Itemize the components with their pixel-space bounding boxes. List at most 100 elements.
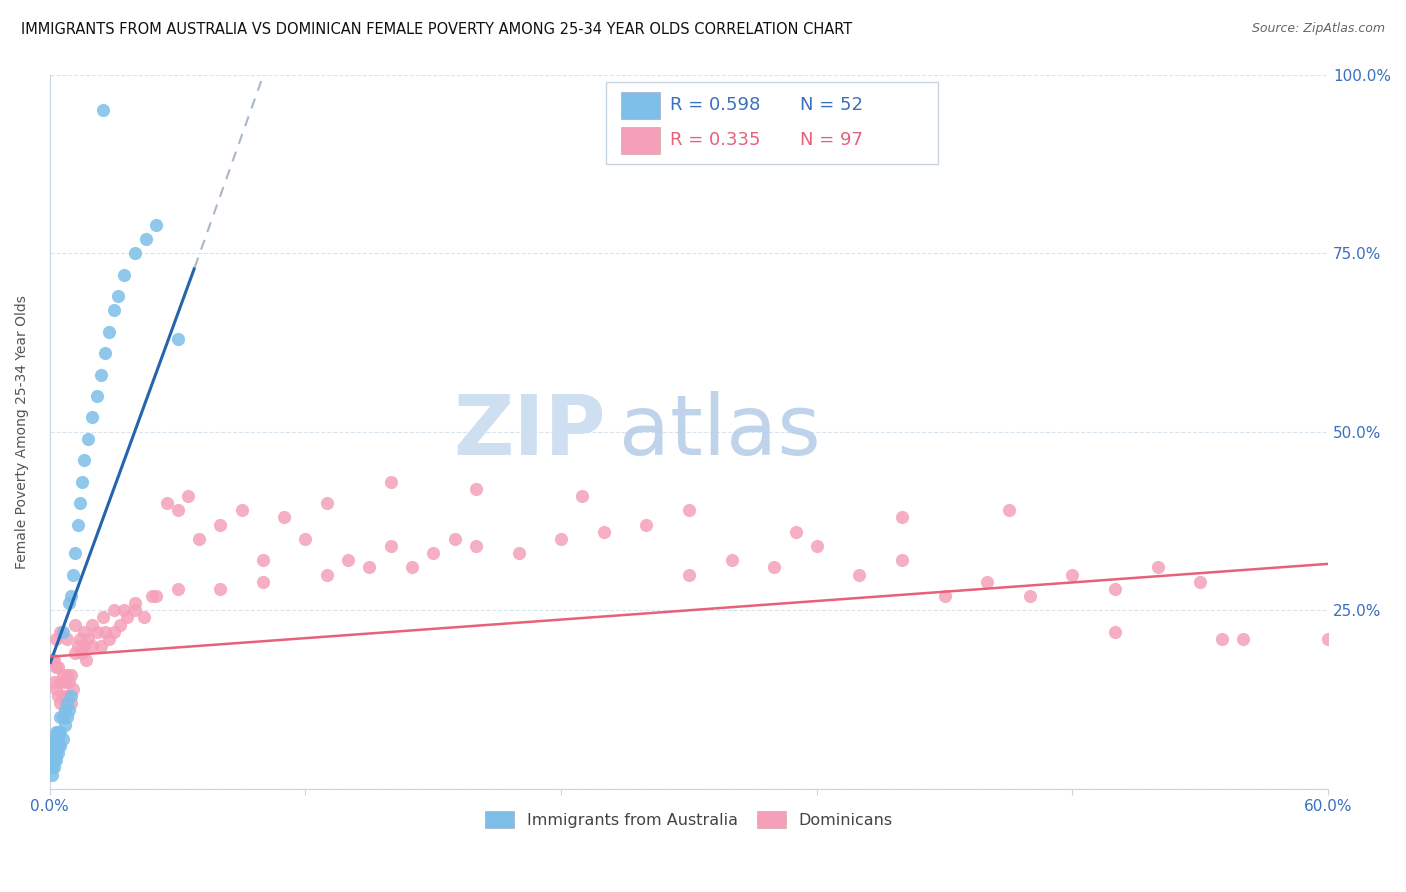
Point xyxy=(550,532,572,546)
Point xyxy=(90,639,112,653)
Point xyxy=(145,218,167,232)
Point xyxy=(42,731,65,746)
Point xyxy=(65,617,87,632)
Point xyxy=(56,710,79,724)
Point xyxy=(82,639,104,653)
FancyBboxPatch shape xyxy=(621,127,659,153)
Point xyxy=(62,681,84,696)
Point xyxy=(73,624,96,639)
Text: atlas: atlas xyxy=(619,392,821,472)
Point xyxy=(166,582,188,596)
Point xyxy=(465,482,488,496)
Point xyxy=(48,731,70,746)
Point xyxy=(359,560,381,574)
Point xyxy=(315,496,337,510)
Point xyxy=(73,639,96,653)
Point xyxy=(49,710,72,724)
Point xyxy=(141,589,163,603)
Point xyxy=(785,524,807,539)
Point xyxy=(112,603,135,617)
Point xyxy=(56,667,79,681)
Point xyxy=(678,567,700,582)
Point xyxy=(103,624,125,639)
Point xyxy=(124,603,146,617)
Point xyxy=(82,410,104,425)
Point xyxy=(252,553,274,567)
Legend: Immigrants from Australia, Dominicans: Immigrants from Australia, Dominicans xyxy=(479,805,898,834)
Point xyxy=(188,532,211,546)
Point xyxy=(42,674,65,689)
Point xyxy=(422,546,444,560)
Point xyxy=(48,660,70,674)
Text: R = 0.598: R = 0.598 xyxy=(669,96,761,114)
Point xyxy=(56,696,79,710)
Point xyxy=(53,696,76,710)
Point xyxy=(98,632,121,646)
Point xyxy=(52,667,75,681)
Text: ZIP: ZIP xyxy=(453,392,606,472)
Point xyxy=(56,689,79,703)
Point xyxy=(997,503,1019,517)
Point xyxy=(73,453,96,467)
Point xyxy=(508,546,530,560)
Point xyxy=(115,610,138,624)
Point xyxy=(1211,632,1233,646)
Point xyxy=(42,746,65,760)
Point xyxy=(1317,632,1340,646)
Point xyxy=(49,724,72,739)
Point xyxy=(58,674,80,689)
Point xyxy=(166,503,188,517)
Point xyxy=(70,646,93,660)
Point xyxy=(91,103,114,118)
Point xyxy=(94,624,117,639)
Point xyxy=(60,589,83,603)
Point xyxy=(294,532,316,546)
Point xyxy=(465,539,488,553)
Point xyxy=(69,632,91,646)
Point xyxy=(42,739,65,753)
Point xyxy=(41,767,63,781)
Point xyxy=(94,346,117,360)
Point xyxy=(720,553,742,567)
Text: N = 52: N = 52 xyxy=(800,96,863,114)
Point xyxy=(69,496,91,510)
Y-axis label: Female Poverty Among 25-34 Year Olds: Female Poverty Among 25-34 Year Olds xyxy=(15,294,30,568)
Point xyxy=(156,496,179,510)
Point xyxy=(52,731,75,746)
Point xyxy=(45,660,67,674)
Point xyxy=(45,753,67,767)
Point xyxy=(91,610,114,624)
Point xyxy=(49,624,72,639)
Point xyxy=(443,532,465,546)
Point xyxy=(48,689,70,703)
Point xyxy=(42,653,65,667)
Point xyxy=(1104,624,1126,639)
Point xyxy=(108,617,131,632)
Point xyxy=(571,489,593,503)
Point xyxy=(124,596,146,610)
Point xyxy=(1232,632,1254,646)
Point xyxy=(86,389,108,403)
Text: N = 97: N = 97 xyxy=(800,131,863,149)
Point xyxy=(209,582,232,596)
Point xyxy=(70,475,93,489)
Point xyxy=(252,574,274,589)
Point xyxy=(45,746,67,760)
Point xyxy=(41,753,63,767)
Point xyxy=(41,746,63,760)
Point xyxy=(52,710,75,724)
Point xyxy=(60,689,83,703)
Point xyxy=(177,489,200,503)
Point xyxy=(145,589,167,603)
Point xyxy=(848,567,870,582)
Point xyxy=(806,539,828,553)
Point xyxy=(124,246,146,260)
Point xyxy=(135,232,157,246)
Point xyxy=(77,432,100,446)
Point xyxy=(1018,589,1040,603)
Point xyxy=(112,268,135,282)
Point xyxy=(65,546,87,560)
Point xyxy=(48,746,70,760)
Text: R = 0.335: R = 0.335 xyxy=(669,131,761,149)
Point xyxy=(41,760,63,774)
